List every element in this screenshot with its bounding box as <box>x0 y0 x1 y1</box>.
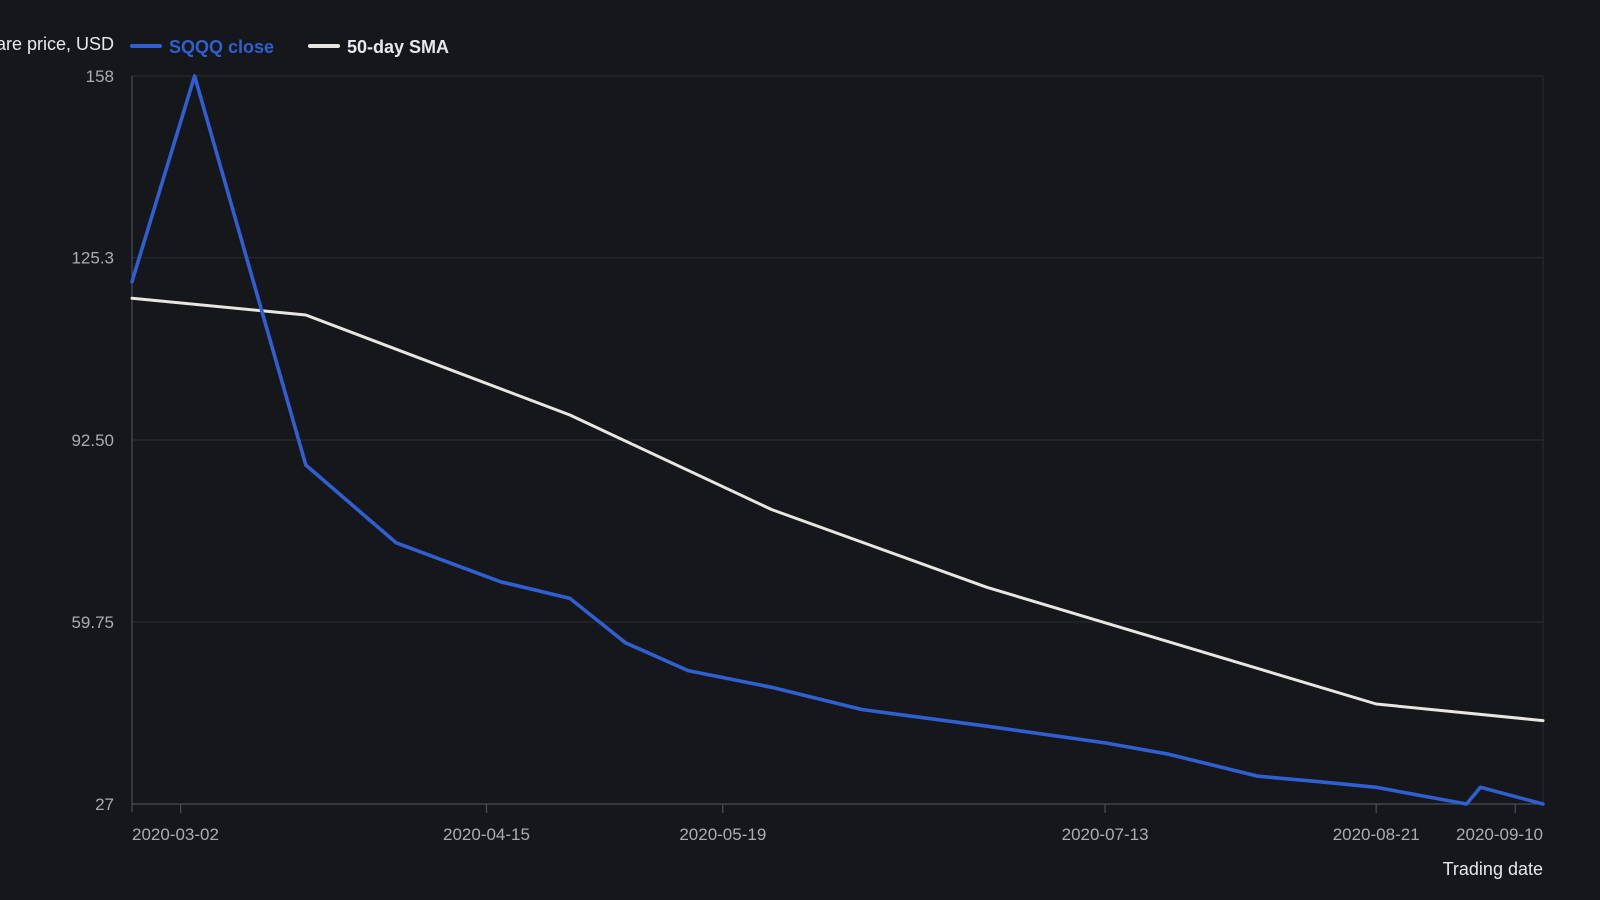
x-axis-title: Trading date <box>1443 859 1543 879</box>
y-tick-label: 27 <box>95 795 114 814</box>
legend-label: SQQQ close <box>169 37 274 57</box>
y-tick-label: 92.50 <box>71 431 114 450</box>
y-axis-title: Share price, USD <box>0 34 114 54</box>
x-tick-label: 2020-09-10 <box>1456 825 1543 844</box>
x-tick-label: 2020-05-19 <box>679 825 766 844</box>
x-tick-label: 2020-07-13 <box>1062 825 1149 844</box>
y-tick-label: 158 <box>86 67 114 86</box>
x-tick-label: 2020-08-21 <box>1333 825 1420 844</box>
x-tick-label: 2020-03-02 <box>132 825 219 844</box>
x-tick-label: 2020-04-15 <box>443 825 530 844</box>
legend-label: 50-day SMA <box>347 37 449 57</box>
y-tick-label: 125.3 <box>71 249 114 268</box>
series-line-50-day-sma <box>130 296 1545 723</box>
y-tick-label: 59.75 <box>71 613 114 632</box>
series-line-sqqq-close <box>130 74 1545 806</box>
